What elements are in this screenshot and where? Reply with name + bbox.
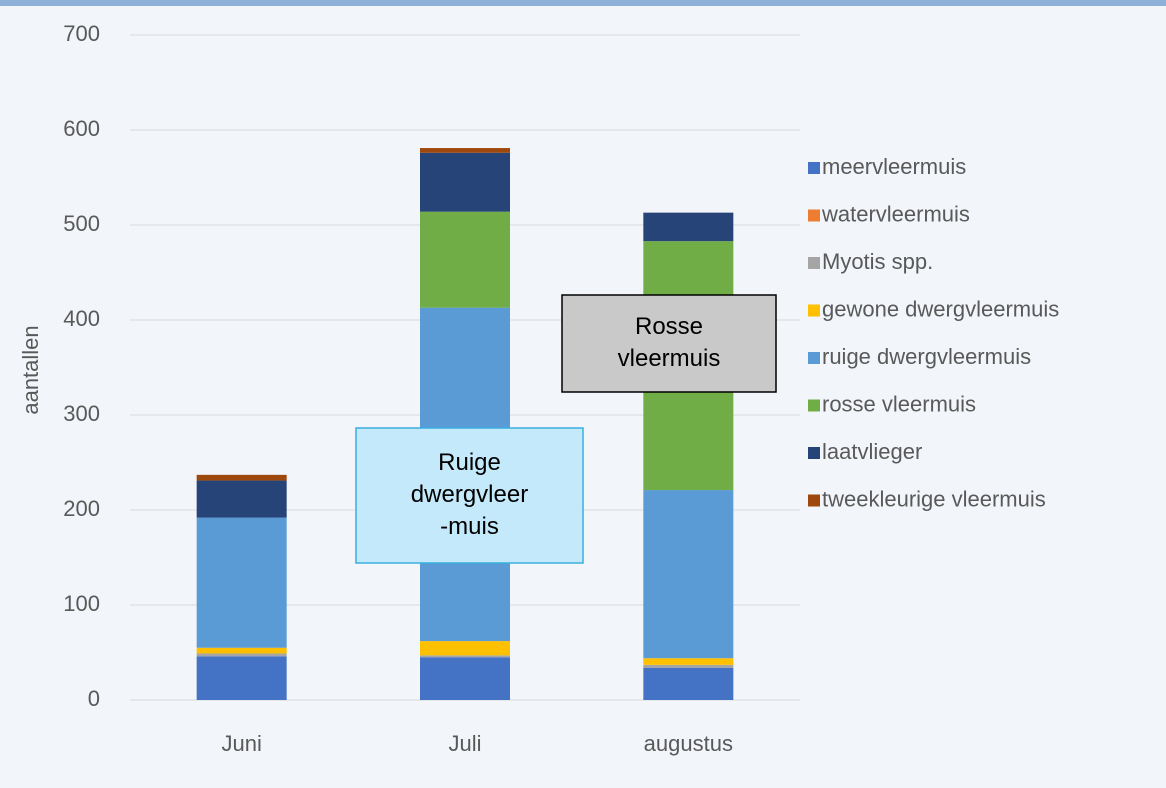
bar-segment <box>643 665 733 668</box>
y-tick-label: 200 <box>63 496 100 521</box>
bar-segment <box>420 655 510 657</box>
legend-label: gewone dwergvleermuis <box>822 296 1059 321</box>
legend-label: meervleermuis <box>822 154 966 179</box>
legend-swatch <box>808 447 820 459</box>
x-tick-label: augustus <box>644 731 733 756</box>
bar-segment <box>197 653 287 656</box>
legend-swatch <box>808 162 820 174</box>
bar-segment <box>420 153 510 212</box>
bar-segment <box>197 648 287 654</box>
bar-segment <box>643 658 733 665</box>
legend-swatch <box>808 400 820 412</box>
legend-label: laatvlieger <box>822 439 922 464</box>
bar-segment <box>197 481 287 518</box>
bar-segment <box>197 518 287 648</box>
top-edge <box>0 0 1166 6</box>
annotation-text: Rosse <box>635 313 703 340</box>
annotation: Ruige dwergvleer -muis <box>356 428 583 563</box>
y-tick-label: 400 <box>63 306 100 331</box>
bar-segment <box>643 213 733 242</box>
background <box>0 0 1166 788</box>
legend-label: watervleermuis <box>821 201 970 226</box>
annotation-text: dwergvleer <box>411 481 528 508</box>
legend-swatch <box>808 352 820 364</box>
y-tick-label: 100 <box>63 591 100 616</box>
annotation-text: -muis <box>440 513 499 540</box>
bar-segment <box>420 148 510 153</box>
legend-label: Myotis spp. <box>822 249 933 274</box>
bar-segment <box>643 490 733 658</box>
y-tick-label: 700 <box>63 21 100 46</box>
x-tick-label: Juli <box>448 731 481 756</box>
legend-label: rosse vleermuis <box>822 391 976 416</box>
bar-segment <box>197 656 287 700</box>
bar-segment <box>643 668 733 700</box>
legend-swatch <box>808 495 820 507</box>
annotation: Rosse vleermuis <box>562 295 776 392</box>
y-tick-label: 0 <box>88 686 100 711</box>
bar-segment <box>420 641 510 655</box>
bar-segment <box>420 212 510 308</box>
y-tick-label: 300 <box>63 401 100 426</box>
legend-swatch <box>808 210 820 222</box>
y-axis-label: aantallen <box>18 325 43 414</box>
annotation-text: Ruige <box>438 449 501 476</box>
bar-segment <box>420 657 510 700</box>
y-tick-label: 600 <box>63 116 100 141</box>
legend-swatch <box>808 257 820 269</box>
legend-swatch <box>808 305 820 317</box>
x-tick-label: Juni <box>221 731 261 756</box>
bar-segment <box>197 475 287 481</box>
y-tick-label: 500 <box>63 211 100 236</box>
annotation-box <box>562 295 776 392</box>
chart: aantallen 0 100 200 300 400 500 600 700 Juni Juli… <box>0 0 1166 788</box>
annotation-text: vleermuis <box>618 345 721 372</box>
legend-label: tweekleurige vleermuis <box>822 486 1046 511</box>
legend-label: ruige dwergvleermuis <box>822 344 1031 369</box>
